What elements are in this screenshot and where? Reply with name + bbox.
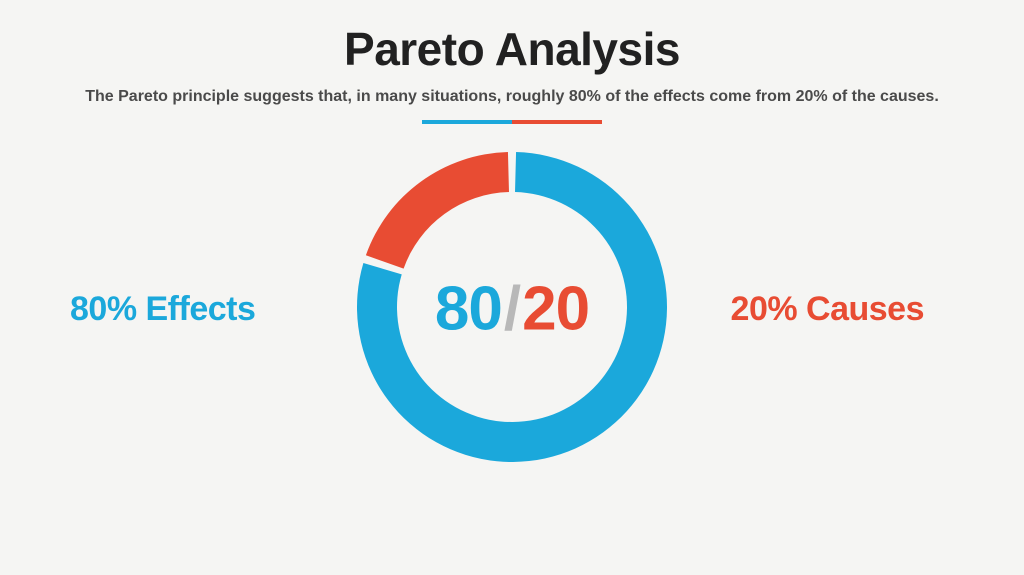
center-ratio: 80 / 20 bbox=[435, 274, 589, 345]
center-right-number: 20 bbox=[522, 274, 589, 345]
chart-area: 80% Effects 80 / 20 20% Causes bbox=[0, 154, 1024, 464]
center-left-number: 80 bbox=[435, 274, 502, 345]
label-causes: 20% Causes bbox=[731, 290, 924, 329]
donut-slice-causes bbox=[366, 152, 509, 269]
center-slash: / bbox=[504, 274, 520, 345]
divider-segment-right bbox=[512, 120, 602, 124]
page-title: Pareto Analysis bbox=[0, 0, 1024, 76]
donut-chart: 80 / 20 bbox=[357, 152, 667, 467]
page-subtitle: The Pareto principle suggests that, in m… bbox=[0, 88, 1024, 106]
divider-segment-left bbox=[422, 120, 512, 124]
divider bbox=[0, 120, 1024, 124]
label-effects: 80% Effects bbox=[70, 290, 255, 329]
